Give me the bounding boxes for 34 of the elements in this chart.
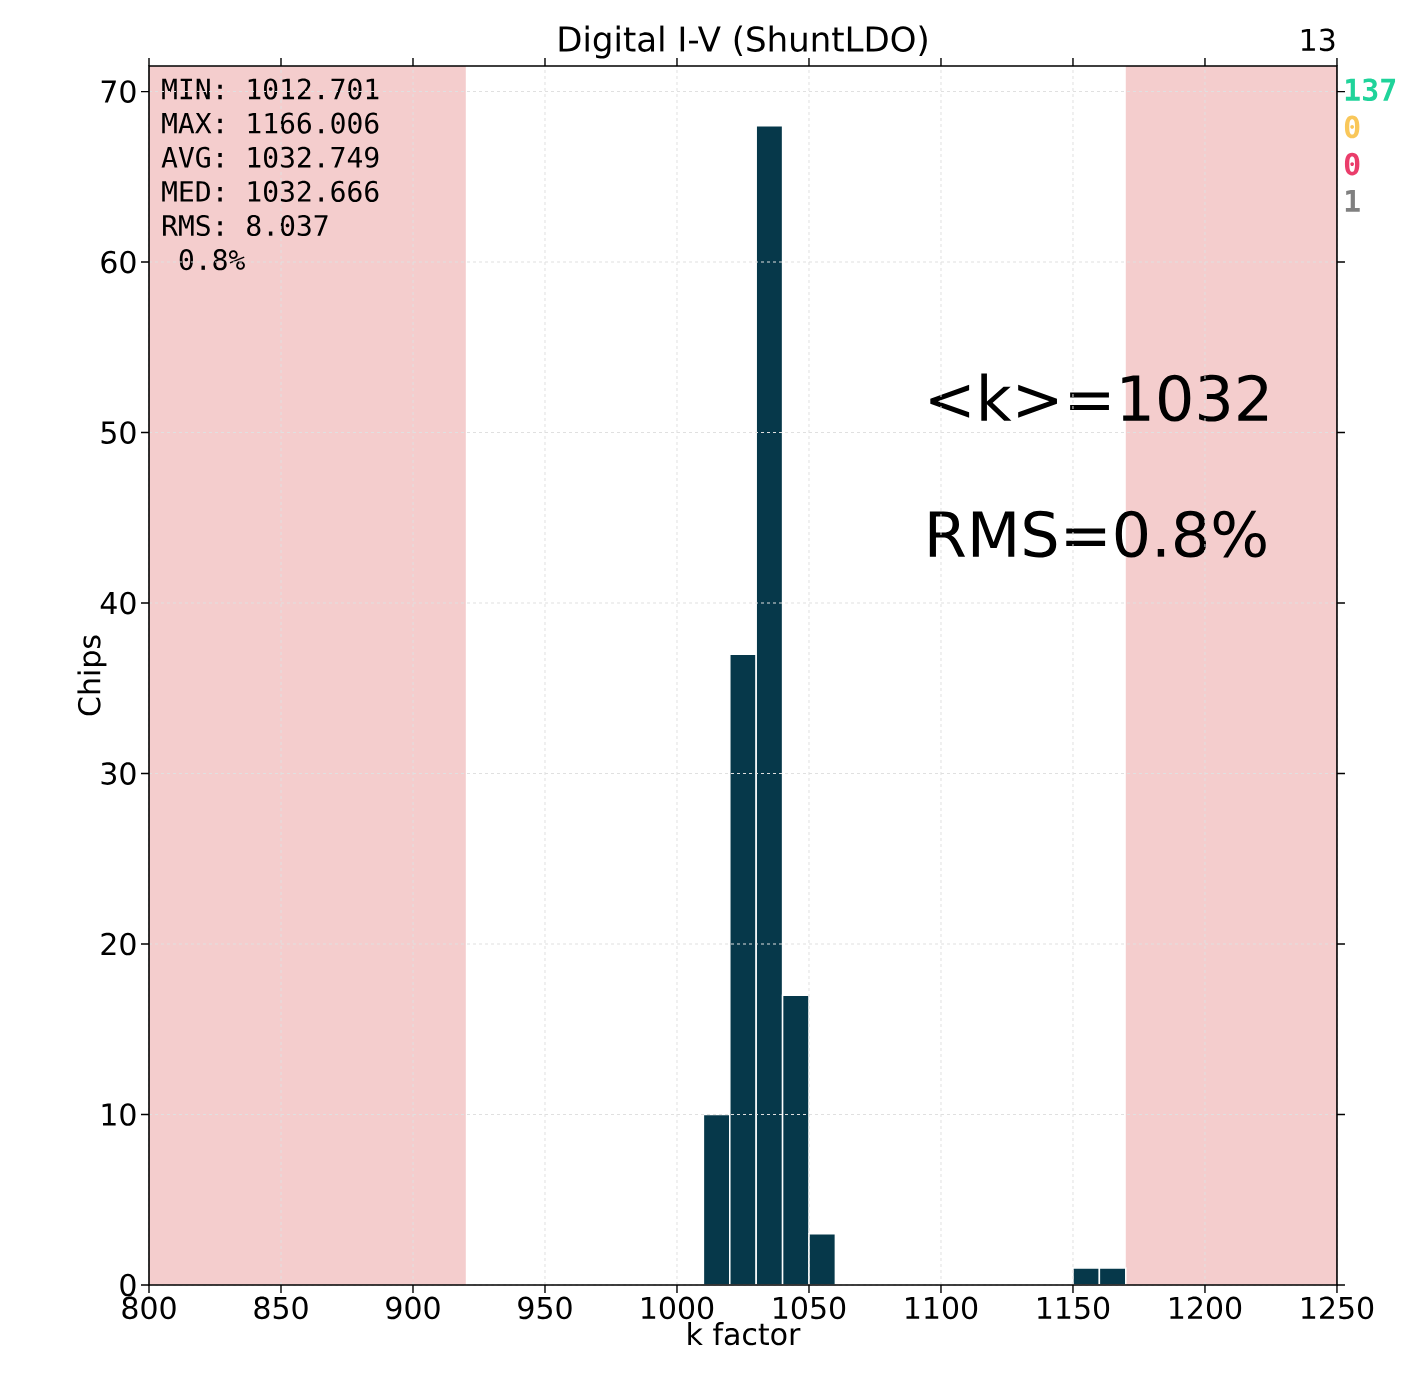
text: 0	[1344, 115, 1360, 139]
text: 137	[1345, 78, 1396, 102]
y-tick-label: 20	[101, 932, 136, 956]
text: 0	[1344, 152, 1360, 176]
x-tick-label: 900	[386, 1296, 440, 1320]
x-tick-label: 800	[122, 1296, 176, 1320]
annotation: <k>=1032	[930, 373, 1268, 422]
text: 13	[1301, 28, 1335, 52]
y-tick-label: 30	[101, 762, 136, 785]
annotation: MED: 1032.666	[162, 180, 379, 202]
annotation: AVG: 1032.749	[161, 146, 379, 168]
y-tick-label: 50	[101, 421, 136, 444]
annotation: RMS: 8.037	[163, 214, 328, 237]
x-tick-label: 1200	[1170, 1296, 1242, 1320]
y-tick-label: 70	[101, 80, 136, 103]
y-tick-label: 60	[101, 250, 136, 274]
annotation: 0.8%	[179, 249, 245, 271]
annotation: MIN: 1012.701	[162, 78, 379, 100]
x-tick-label: 850	[254, 1296, 308, 1320]
annotation: RMS=0.8%	[929, 510, 1266, 558]
x-tick-label: 950	[518, 1296, 572, 1320]
text: 1	[1345, 189, 1360, 212]
chart-title: Digital I-V (ShuntLDO)	[559, 25, 927, 59]
x-tick-label: 1150	[1038, 1296, 1110, 1320]
annotation: MAX: 1166.006	[162, 112, 379, 134]
y-tick-label: 10	[102, 1103, 136, 1126]
y-axis-title: Chips	[77, 635, 107, 716]
y-tick-label: 0	[120, 1273, 136, 1297]
x-tick-label: 1100	[906, 1296, 978, 1320]
x-tick-label: 1050	[774, 1296, 846, 1320]
y-tick-label: 40	[100, 591, 136, 615]
x-tick-label: 1250	[1302, 1296, 1374, 1320]
x-tick-label: 1000	[642, 1296, 714, 1320]
x-axis-title: k factor	[688, 1322, 801, 1346]
